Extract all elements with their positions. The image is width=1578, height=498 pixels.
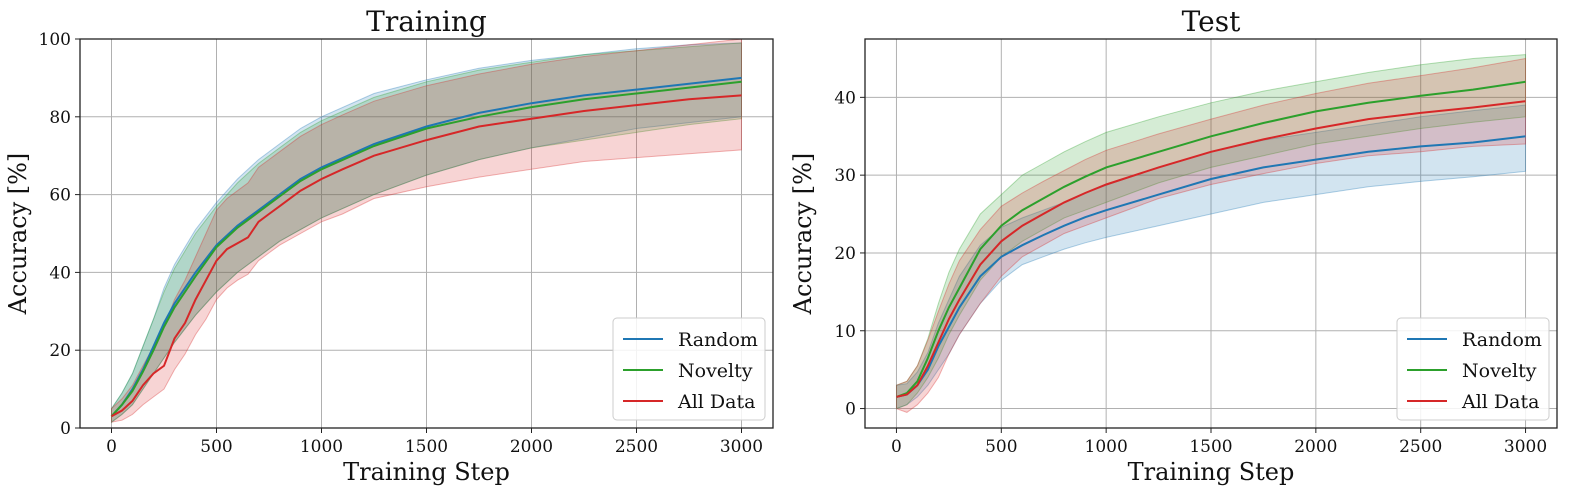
legend-label: Novelty <box>678 360 753 382</box>
legend: Random Novelty All Data <box>1396 317 1550 421</box>
legend-box <box>612 317 766 421</box>
y-tick-label: 100 <box>39 30 71 50</box>
legend-label: Random <box>1462 329 1542 351</box>
y-tick-label: 0 <box>845 400 856 420</box>
chart-title: Training <box>366 5 487 38</box>
x-tick-label: 500 <box>985 437 1017 457</box>
series-line-all-data <box>896 100 1526 398</box>
x-tick-label: 2500 <box>1399 437 1442 457</box>
plot-area <box>110 39 742 424</box>
series-line-random <box>896 135 1526 398</box>
y-tick-label: 30 <box>834 166 856 186</box>
x-tick-label: 500 <box>200 437 232 457</box>
legend-box <box>1396 317 1550 421</box>
y-axis-label: Accuracy [%] <box>789 153 817 316</box>
x-tick-label: 3000 <box>720 437 763 457</box>
legend-label: All Data <box>677 391 755 413</box>
band-random <box>896 104 1526 410</box>
x-tick-label: 2000 <box>1294 437 1337 457</box>
y-axis-label: Accuracy [%] <box>4 153 32 316</box>
y-tick-label: 80 <box>49 108 71 128</box>
series-line-all-data <box>111 94 742 418</box>
band-all-data <box>111 39 742 423</box>
legend-label: Random <box>678 329 758 351</box>
x-axis-label: Training Step <box>1128 458 1295 486</box>
grid <box>865 39 1557 428</box>
x-tick-label: 2500 <box>615 437 658 457</box>
x-tick-label: 0 <box>891 437 902 457</box>
band-novelty <box>111 42 742 424</box>
chart-title: Test <box>1182 5 1241 38</box>
y-tick-label: 20 <box>49 341 71 361</box>
series-line-novelty <box>110 80 742 417</box>
x-tick-label: 1500 <box>1189 437 1232 457</box>
x-axis-label: Training Step <box>343 458 510 486</box>
y-tick-label: 60 <box>49 186 71 206</box>
y-tick-label: 0 <box>60 419 71 439</box>
x-tick-label: 0 <box>106 437 117 457</box>
series-line-novelty <box>896 80 1526 398</box>
x-tick-label: 1500 <box>405 437 448 457</box>
plot-area <box>896 54 1526 413</box>
x-tick-label: 1000 <box>1085 437 1128 457</box>
series-line-random <box>110 76 742 417</box>
legend-label: All Data <box>1461 391 1539 413</box>
y-tick-label: 40 <box>49 263 71 283</box>
band-random <box>111 42 742 424</box>
x-tick-label: 3000 <box>1504 437 1547 457</box>
band-all-data <box>896 57 1526 413</box>
y-tick-label: 10 <box>834 322 856 342</box>
x-tick-label: 2000 <box>510 437 553 457</box>
chart-panel-test: 0 500 1000 1500 2000 2500 3000 0 10 20 30 40 Test Tra… <box>789 5 1558 486</box>
y-tick-label: 20 <box>834 244 856 264</box>
x-tick-label: 1000 <box>300 437 343 457</box>
chart-panel-training: 0 500 1000 1500 2000 2500 3000 0 20 40 60 80 100 Trai… <box>4 5 774 486</box>
y-tick-label: 40 <box>834 88 856 108</box>
legend: Random Novelty All Data <box>612 317 766 421</box>
legend-label: Novelty <box>1462 360 1537 382</box>
